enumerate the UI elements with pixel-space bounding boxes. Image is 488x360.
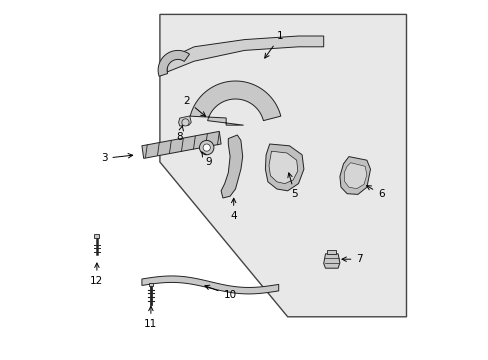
Circle shape (199, 140, 213, 155)
Text: 12: 12 (90, 263, 103, 286)
Polygon shape (142, 131, 221, 158)
Text: 8: 8 (176, 126, 183, 142)
Polygon shape (94, 234, 99, 238)
Polygon shape (344, 163, 366, 189)
Text: 11: 11 (144, 306, 157, 329)
Text: 3: 3 (101, 153, 132, 163)
Polygon shape (158, 50, 189, 76)
Polygon shape (268, 151, 297, 184)
Text: 7: 7 (341, 254, 362, 264)
Polygon shape (160, 14, 406, 317)
Polygon shape (326, 250, 336, 254)
Polygon shape (221, 135, 242, 198)
Polygon shape (178, 116, 191, 126)
Polygon shape (148, 283, 153, 286)
Text: 10: 10 (204, 285, 236, 300)
Polygon shape (142, 276, 278, 294)
Polygon shape (323, 254, 339, 268)
Text: 4: 4 (230, 198, 237, 221)
Circle shape (182, 119, 189, 126)
Polygon shape (167, 36, 323, 72)
Text: 9: 9 (201, 152, 211, 167)
Text: 1: 1 (264, 31, 283, 58)
Polygon shape (339, 157, 370, 194)
Text: 6: 6 (366, 186, 384, 199)
Polygon shape (265, 144, 303, 191)
Circle shape (203, 144, 210, 151)
Text: 5: 5 (287, 173, 298, 199)
Polygon shape (190, 81, 280, 125)
Text: 2: 2 (183, 96, 205, 116)
